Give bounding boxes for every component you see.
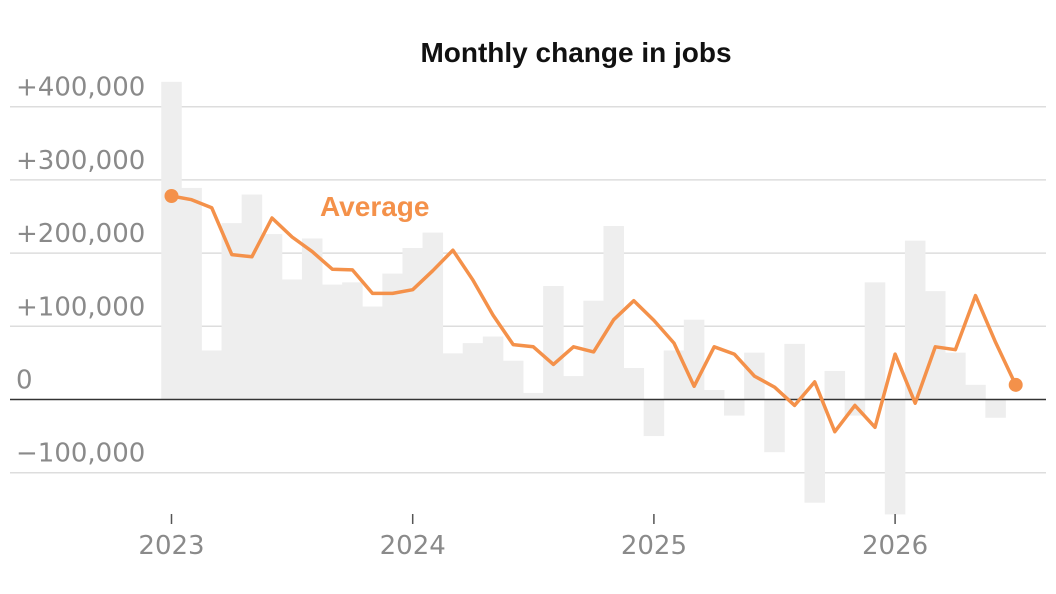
y-tick-label: −100,000	[16, 439, 145, 469]
month-bar	[362, 306, 383, 400]
month-bar	[322, 284, 343, 400]
chart-title: Monthly change in jobs	[420, 37, 731, 68]
month-bar	[703, 389, 725, 400]
month-bar	[884, 399, 906, 515]
month-bar	[442, 353, 464, 400]
month-bar	[161, 81, 182, 400]
month-bar	[382, 273, 403, 400]
month-bar	[241, 194, 263, 400]
average-start-dot	[164, 189, 179, 204]
month-bar	[422, 232, 444, 400]
y-tick-label: +200,000	[16, 219, 145, 249]
month-bar	[784, 343, 805, 400]
x-axis-ticks: 2023 2024 2025 2026	[138, 514, 928, 561]
month-bar	[603, 226, 624, 400]
month-bar	[543, 286, 564, 400]
x-tick-label: 2025	[621, 531, 687, 561]
month-bar	[904, 240, 926, 400]
month-bar	[502, 360, 524, 400]
month-bar	[643, 399, 665, 437]
month-bar	[764, 399, 785, 453]
month-bar	[965, 384, 986, 400]
x-tick-label: 2023	[138, 531, 204, 561]
month-bar	[724, 399, 745, 416]
month-bar	[945, 352, 966, 400]
y-tick-label: +100,000	[16, 292, 145, 322]
month-bar	[804, 399, 825, 503]
month-bar	[623, 368, 645, 400]
y-tick-label: +400,000	[16, 73, 145, 103]
month-bar	[201, 350, 222, 400]
y-tick-label: 0	[16, 366, 33, 396]
month-bar	[482, 336, 504, 400]
x-tick-label: 2024	[380, 531, 446, 561]
average-series-label: Average	[320, 191, 429, 222]
month-bar	[342, 282, 363, 400]
monthly-bars	[161, 81, 1006, 515]
month-bar	[221, 223, 243, 400]
y-tick-label: +300,000	[16, 146, 145, 176]
month-bar	[864, 282, 886, 400]
month-bar	[523, 392, 544, 400]
month-bar	[462, 343, 484, 400]
month-bar	[824, 370, 846, 400]
month-bar	[563, 376, 584, 400]
month-bar	[301, 238, 323, 400]
y-axis-ticks: +400,000 +300,000 +200,000 +100,000 0 −100,00…	[16, 73, 145, 469]
x-tick-label: 2026	[862, 531, 928, 561]
month-bar	[985, 399, 1006, 418]
average-line	[169, 194, 1018, 434]
month-bar	[281, 279, 303, 400]
month-bar	[181, 187, 202, 400]
month-bar	[402, 247, 423, 400]
average-end-dot	[1008, 377, 1023, 392]
month-bar	[261, 234, 283, 400]
month-bar	[663, 350, 685, 400]
